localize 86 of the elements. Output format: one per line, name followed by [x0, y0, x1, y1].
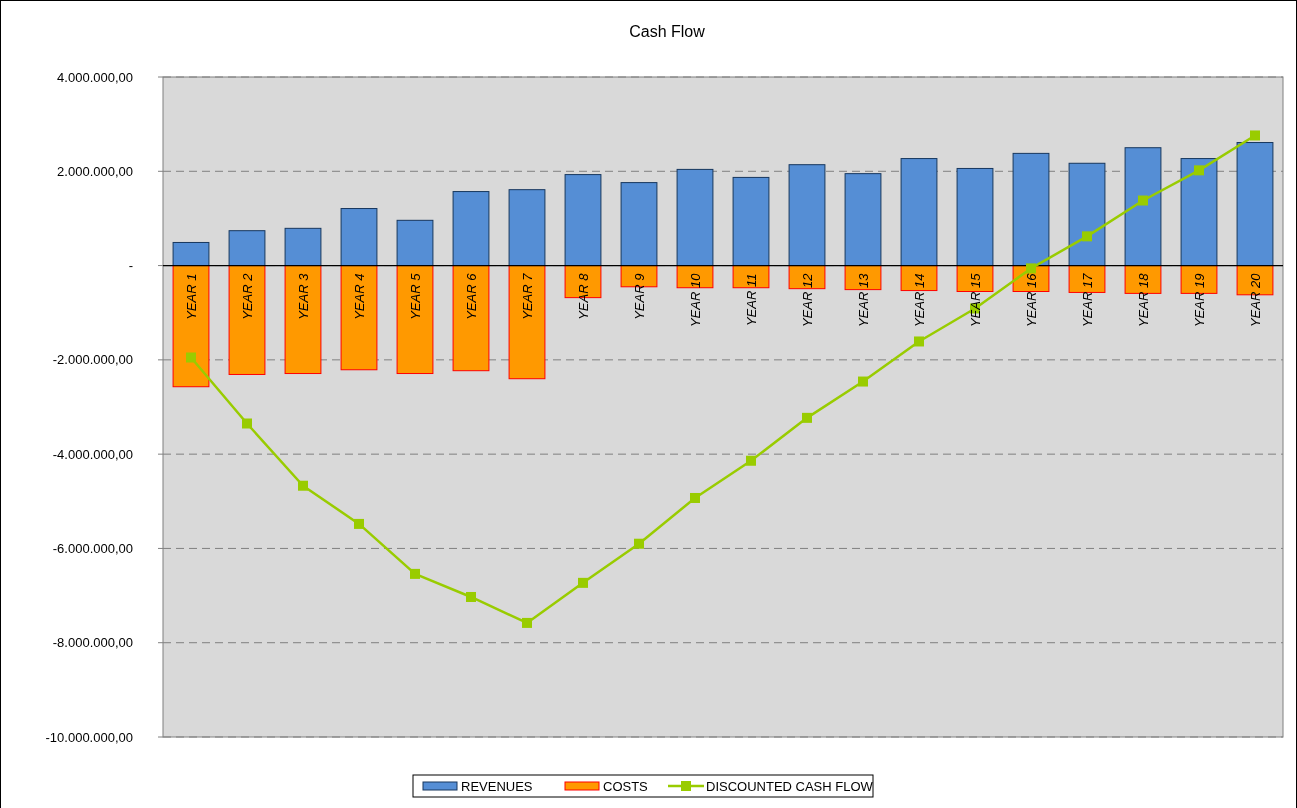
point — [522, 617, 532, 628]
point — [410, 568, 420, 579]
x-tick-label: YEAR 2 — [240, 272, 255, 320]
y-tick-label: -4.000.000,00 — [52, 446, 133, 462]
point — [914, 336, 924, 347]
point — [858, 376, 868, 387]
point — [746, 455, 756, 466]
x-tick-label: YEAR 6 — [464, 272, 479, 320]
x-tick-label: YEAR 1 — [184, 273, 199, 320]
bar — [1180, 265, 1218, 294]
point — [634, 538, 644, 549]
bar — [1236, 142, 1274, 267]
x-tick-label: YEAR 16 — [1024, 272, 1039, 328]
y-tick-label: - — [128, 258, 133, 274]
x-tick-label: YEAR 12 — [800, 272, 815, 328]
y-tick-label: -10.000.000,00 — [45, 729, 133, 745]
point — [1194, 165, 1204, 176]
point — [466, 591, 476, 602]
point — [1026, 263, 1036, 274]
bar — [1124, 265, 1162, 294]
bar — [956, 167, 994, 267]
x-tick-label: YEAR 10 — [688, 272, 703, 328]
bar — [732, 265, 770, 289]
y-tick-label: 4.000.000,00 — [57, 69, 133, 85]
x-tick-label: YEAR 3 — [296, 272, 311, 320]
x-tick-label: YEAR 5 — [408, 272, 423, 320]
x-tick-label: YEAR 20 — [1248, 272, 1263, 328]
y-tick-label: 2.000.000,00 — [57, 163, 133, 179]
x-tick-label: YEAR 18 — [1136, 272, 1151, 328]
point — [690, 492, 700, 503]
bar — [1012, 152, 1050, 267]
point — [802, 412, 812, 423]
bar — [340, 265, 378, 371]
x-tick-label: YEAR 15 — [968, 272, 983, 328]
bar — [452, 191, 490, 267]
x-tick-label: YEAR 19 — [1192, 273, 1207, 328]
bar — [1180, 158, 1218, 267]
bar — [676, 168, 714, 267]
bar — [900, 158, 938, 267]
bar — [1124, 147, 1162, 267]
bar — [340, 208, 378, 267]
bar — [396, 219, 434, 267]
bar — [844, 173, 882, 267]
bar — [1068, 265, 1106, 293]
bar — [900, 265, 938, 292]
bar — [172, 241, 210, 267]
bar — [508, 265, 546, 380]
point — [298, 480, 308, 491]
bar — [732, 176, 770, 267]
y-tick-label: -8.000.000,00 — [52, 635, 133, 651]
chart-title: Cash Flow — [629, 23, 706, 40]
y-tick-label: -2.000.000,00 — [52, 352, 133, 368]
point — [578, 577, 588, 588]
point — [186, 352, 196, 363]
x-tick-label: YEAR 11 — [744, 273, 759, 327]
point — [1138, 195, 1148, 206]
bar — [396, 265, 434, 375]
bar — [956, 265, 994, 292]
bar — [564, 174, 602, 267]
legend-label: DISCOUNTED CASH FLOW — [706, 778, 874, 794]
point — [242, 418, 252, 429]
x-tick-label: YEAR 13 — [856, 272, 871, 328]
point — [1082, 231, 1092, 242]
point — [354, 518, 364, 529]
x-tick-label: YEAR 4 — [352, 273, 367, 320]
bar — [228, 230, 266, 267]
bar — [228, 265, 266, 375]
bar — [620, 182, 658, 267]
bar — [452, 265, 490, 372]
bar — [788, 164, 826, 267]
x-tick-label: YEAR 9 — [632, 273, 647, 320]
point — [1250, 130, 1260, 141]
y-tick-label: -6.000.000,00 — [52, 540, 133, 556]
legend-label: REVENUES — [461, 778, 533, 794]
x-tick-label: YEAR 7 — [520, 272, 535, 320]
bar — [508, 189, 546, 267]
bar — [788, 265, 826, 290]
bar — [1068, 162, 1106, 267]
x-tick-label: YEAR 17 — [1080, 272, 1095, 328]
x-tick-label: YEAR 8 — [576, 272, 591, 320]
bar — [284, 265, 322, 375]
bar — [844, 265, 882, 291]
x-tick-label: YEAR 14 — [912, 273, 927, 328]
bar — [172, 265, 210, 388]
bar — [284, 227, 322, 267]
legend-label: COSTS — [603, 778, 649, 794]
